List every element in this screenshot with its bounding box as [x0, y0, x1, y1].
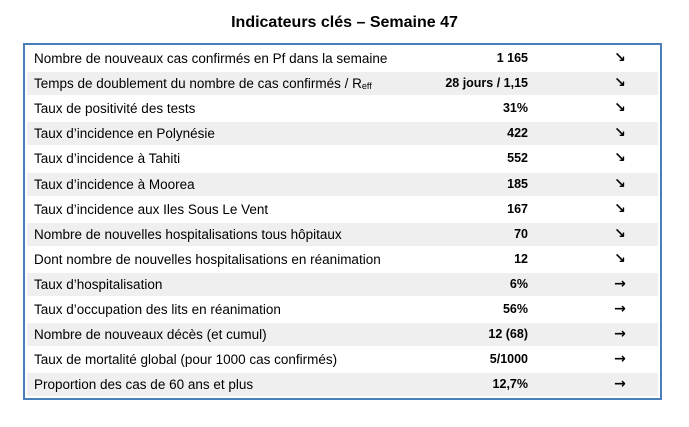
arrow-right-icon: →	[614, 326, 626, 343]
indicator-value: 552	[507, 151, 528, 166]
arrow-right-icon: →	[614, 275, 626, 292]
indicator-label-text: Taux de positivité des tests	[34, 101, 196, 117]
indicator-label: Taux d’hospitalisation	[34, 273, 162, 296]
indicator-value: 12 (68)	[488, 327, 528, 342]
indicator-value: 28 jours / 1,15	[445, 76, 528, 91]
table-row: Taux d’incidence à Moorea 185 ↘	[27, 172, 658, 196]
arrow-down-right-icon: ↘	[614, 250, 626, 267]
indicator-value: 12	[514, 251, 528, 266]
indicators-table: Nombre de nouveaux cas confirmés en Pf d…	[23, 43, 662, 400]
table-row: Temps de doublement du nombre de cas con…	[27, 72, 658, 96]
arrow-right-icon: →	[614, 301, 626, 317]
table-row: Taux d’occupation des lits en réanimatio…	[27, 298, 658, 321]
indicator-label: Proportion des cas de 60 ans et plus	[34, 373, 253, 396]
indicator-label: Temps de doublement du nombre de cas con…	[34, 72, 372, 95]
table-row: Taux d’incidence en Polynésie 422 ↘	[27, 122, 658, 146]
arrow-down-right-icon: ↘	[614, 200, 626, 217]
table-row: Dont nombre de nouvelles hospitalisation…	[27, 248, 658, 271]
indicator-label: Taux d’incidence à Moorea	[34, 173, 195, 196]
arrow-down-right-icon: ↘	[614, 225, 626, 242]
arrow-down-right-icon: ↘	[614, 100, 626, 117]
indicator-label-text: Taux d’occupation des lits en réanimatio…	[34, 302, 281, 317]
indicator-value: 185	[507, 176, 528, 191]
table-row: Nombre de nouveaux cas confirmés en Pf d…	[27, 47, 658, 70]
indicator-label: Taux de positivité des tests	[34, 97, 195, 120]
indicator-label-text: Taux d’incidence aux Iles Sous Le Vent	[34, 201, 269, 217]
table-row: Proportion des cas de 60 ans et plus 12,7…	[27, 373, 658, 397]
arrow-right-icon: →	[614, 376, 626, 393]
table-row: Taux de mortalité global (pour 1000 cas …	[27, 348, 658, 371]
indicator-value: 12,7%	[492, 377, 528, 392]
table-row: Nombre de nouveaux décès (et cumul) 12 (6…	[27, 323, 658, 347]
indicator-value: 31%	[502, 101, 528, 116]
table-row: Taux de positivité des tests 31% ↘	[27, 97, 658, 120]
arrow-right-icon: →	[614, 351, 626, 368]
arrow-down-right-icon: ↘	[614, 175, 626, 192]
indicator-label-text: Taux d’incidence à Tahiti	[34, 151, 181, 167]
arrow-down-right-icon: ↘	[614, 75, 626, 92]
indicator-value: 56%	[502, 302, 528, 316]
table-row: Taux d’incidence à Tahiti 552 ↘	[27, 147, 658, 170]
indicator-label: Taux d’occupation des lits en réanimatio…	[34, 298, 281, 321]
indicator-label-text: Taux d’incidence en Polynésie	[34, 126, 215, 142]
indicator-label: Taux d’incidence en Polynésie	[34, 122, 215, 145]
table-row: Nombre de nouvelles hospitalisations tou…	[27, 222, 658, 246]
indicator-label: Nombre de nouvelles hospitalisations tou…	[34, 223, 342, 246]
indicator-label-text: Nombre de nouveaux cas confirmés en Pf d…	[34, 51, 388, 66]
indicator-label: Nombre de nouveaux décès (et cumul)	[34, 323, 267, 346]
indicator-label-text: Taux d’incidence à Moorea	[34, 176, 195, 192]
table-row: Taux d’incidence aux Iles Sous Le Vent 16…	[27, 198, 658, 221]
indicator-value: 6%	[509, 276, 528, 291]
indicator-label: Taux d’incidence à Tahiti	[34, 147, 180, 170]
indicator-label: Nombre de nouveaux cas confirmés en Pf d…	[34, 47, 387, 70]
indicator-label-text: Taux d’hospitalisation	[34, 276, 163, 292]
indicator-value: 70	[514, 226, 528, 241]
arrow-down-right-icon: ↘	[614, 125, 626, 142]
table-title: Indicateurs clés – Semaine 47	[231, 14, 458, 31]
indicator-value: 167	[507, 201, 528, 216]
arrow-down-right-icon: ↘	[614, 150, 626, 167]
indicator-label-text: Taux de mortalité global (pour 1000 cas …	[34, 352, 338, 368]
indicator-label-text: Proportion des cas de 60 ans et plus	[34, 377, 254, 393]
indicator-label: Dont nombre de nouvelles hospitalisation…	[34, 248, 381, 271]
indicator-value: 422	[507, 126, 528, 141]
indicator-value: 1 165	[496, 51, 528, 65]
indicator-value: 5/1000	[489, 352, 528, 367]
arrow-down-right-icon: ↘	[614, 50, 626, 66]
indicator-label-text: Temps de doublement du nombre de cas con…	[34, 76, 362, 92]
indicator-label-text: Nombre de nouvelles hospitalisations tou…	[34, 226, 342, 242]
indicator-label-text: Dont nombre de nouvelles hospitalisation…	[34, 251, 381, 267]
indicator-label-subscript: eff	[361, 81, 372, 92]
table-row: Taux d’hospitalisation 6% →	[27, 272, 658, 296]
indicator-label-text: Nombre de nouveaux décès (et cumul)	[34, 327, 267, 343]
indicator-label: Taux d’incidence aux Iles Sous Le Vent	[34, 198, 268, 221]
indicator-label: Taux de mortalité global (pour 1000 cas …	[34, 348, 337, 371]
